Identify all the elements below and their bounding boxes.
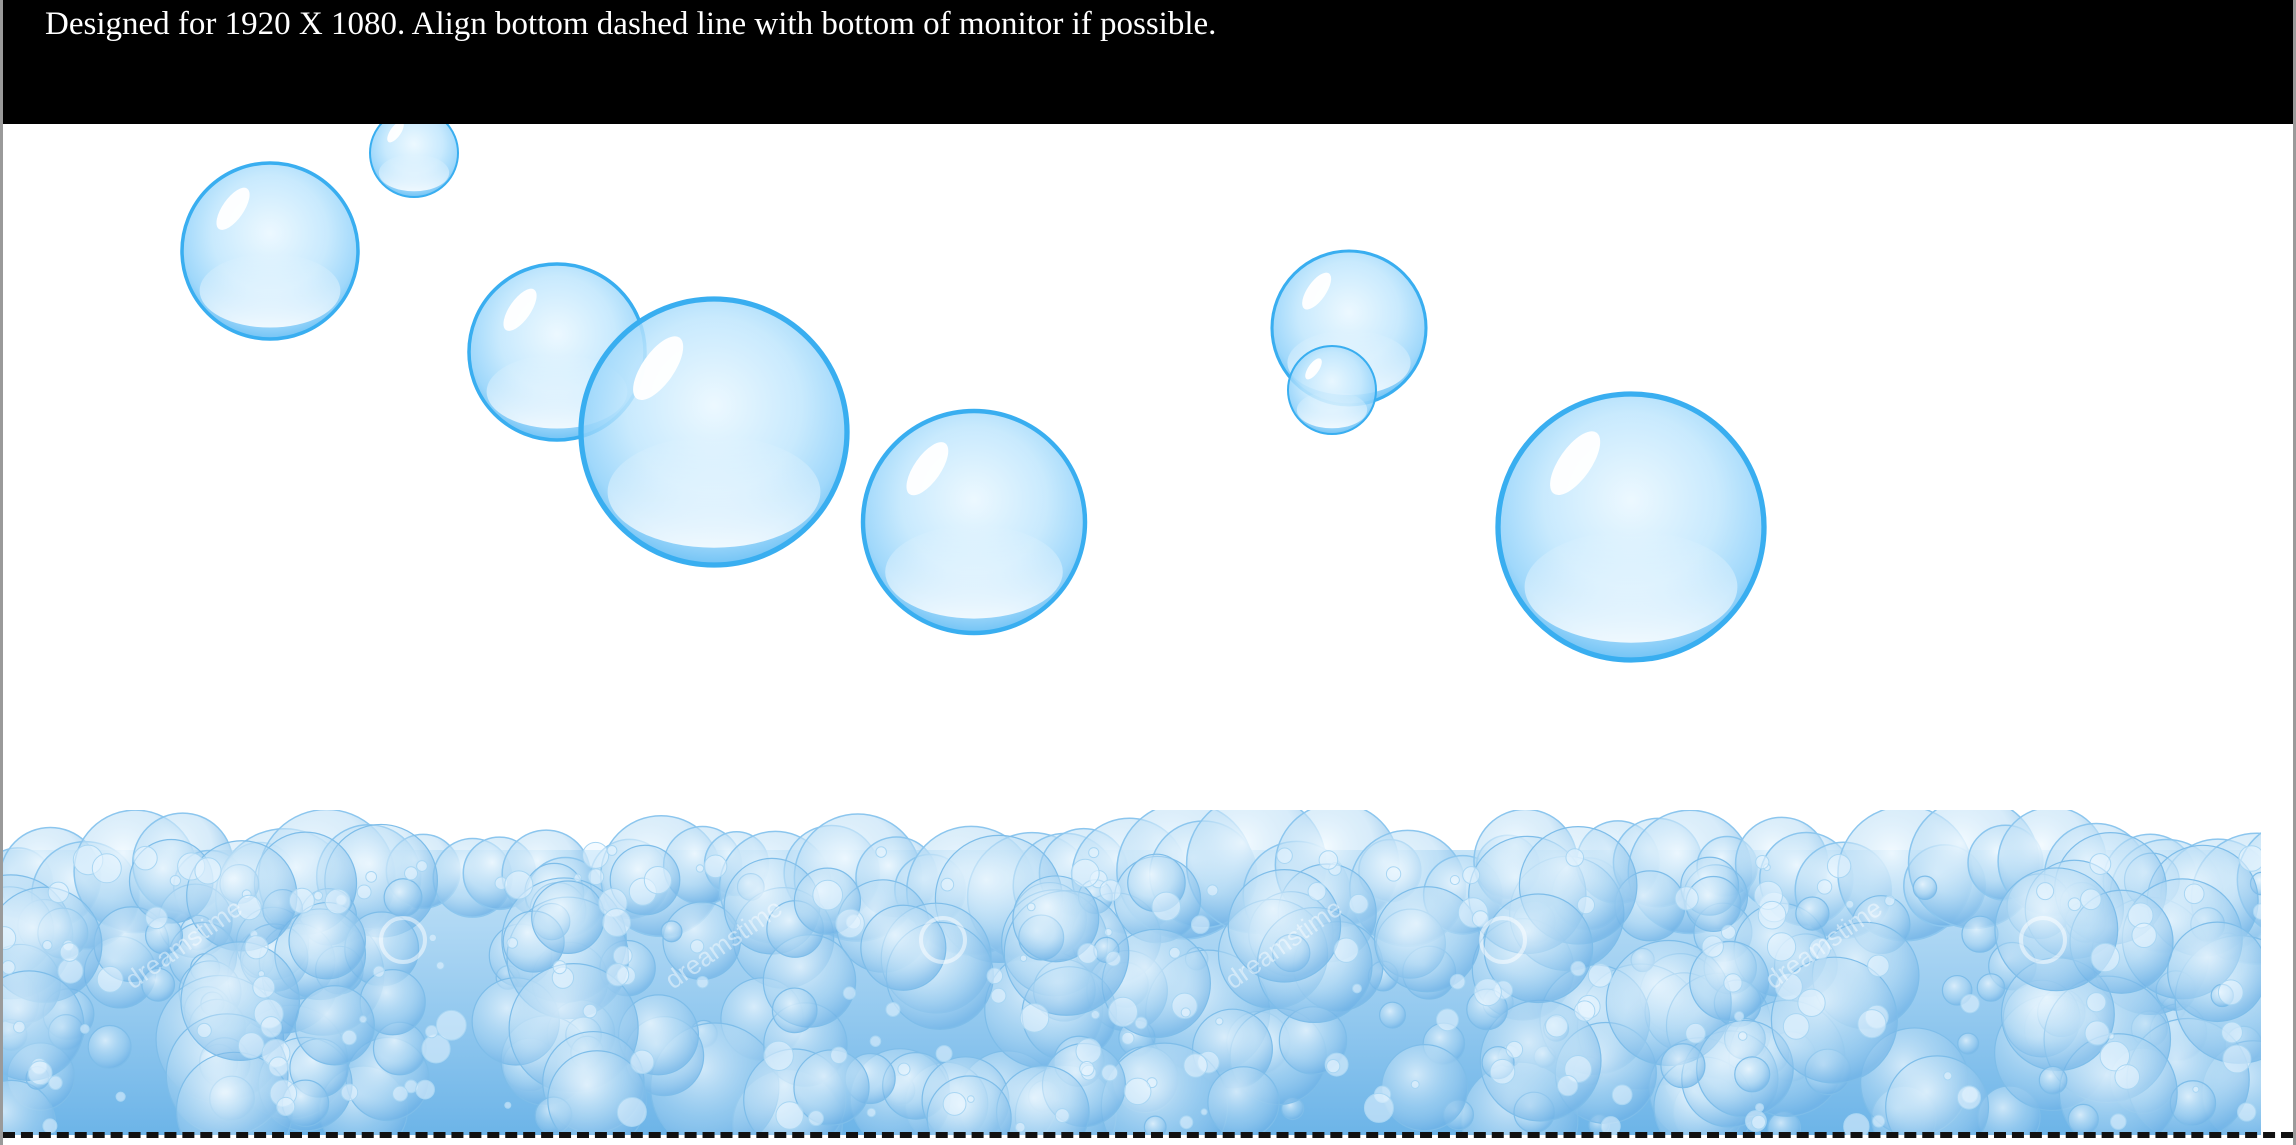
right-margin <box>2261 124 2293 1145</box>
bubble-scene: dreamstime dreamstime dreamstime dreamstime <box>3 108 2265 1135</box>
bubble <box>860 408 1088 636</box>
header-notice: Designed for 1920 X 1080. Align bottom d… <box>45 6 1217 42</box>
header-bar: Designed for 1920 X 1080. Align bottom d… <box>3 0 2293 124</box>
bottom-dashed-line <box>3 1132 2293 1138</box>
bubble <box>1495 391 1767 663</box>
floating-bubbles <box>180 108 1767 663</box>
bubble <box>180 161 360 341</box>
bubble <box>1287 345 1377 435</box>
foam-band: dreamstime dreamstime dreamstime dreamstime <box>3 810 2265 1135</box>
bubble <box>369 108 459 198</box>
bubble <box>578 296 850 568</box>
